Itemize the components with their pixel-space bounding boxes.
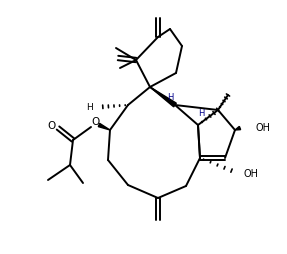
Text: H: H [198,108,204,118]
Polygon shape [98,123,110,130]
Polygon shape [150,87,176,107]
Text: O: O [91,117,99,127]
Text: OH: OH [243,169,258,179]
Text: H: H [86,103,93,112]
Text: O: O [48,121,56,131]
Polygon shape [235,126,241,130]
Text: OH: OH [256,123,271,133]
Text: H: H [167,92,173,102]
